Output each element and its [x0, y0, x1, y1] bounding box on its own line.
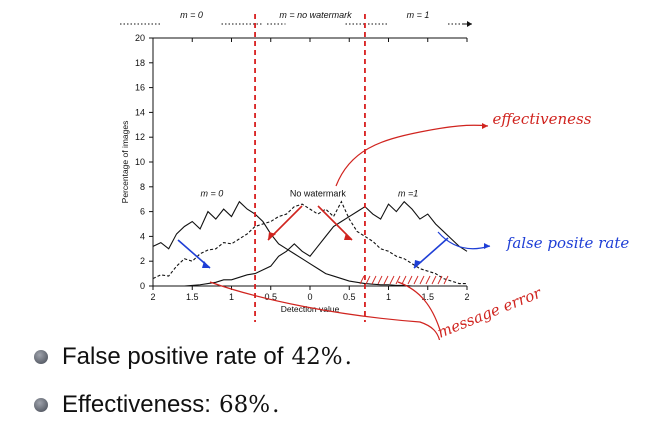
- blue-arrow-left-head: [202, 261, 210, 268]
- bullet-effectiveness: Effectiveness: 68% .: [34, 391, 279, 419]
- bullet-dot-icon: [34, 350, 48, 364]
- y-tick-label: 4: [140, 231, 145, 241]
- red-connector-message-left: [209, 281, 441, 340]
- series-line: [152, 200, 467, 287]
- blue-connector-head: [484, 243, 490, 249]
- bullet-dot-icon: [34, 398, 48, 412]
- x-tick-label: 1.5: [421, 292, 434, 302]
- red-hatch-mark: [443, 275, 449, 285]
- y-tick-label: 0: [140, 281, 145, 291]
- red-connector-message-right: [397, 281, 441, 331]
- y-tick-label: 6: [140, 207, 145, 217]
- red-hatch-mark: [431, 275, 437, 285]
- bullet-value: 68%: [218, 392, 271, 418]
- annotation-effectiveness: effectiveness: [493, 110, 592, 128]
- red-hatch-mark: [413, 275, 419, 285]
- top-region-label: m = 1: [407, 10, 430, 20]
- blue-arrow-right-head: [414, 260, 422, 268]
- bullet-false-positive: False positive rate of 42% .: [34, 343, 352, 371]
- x-tick-label: 0.5: [343, 292, 356, 302]
- x-tick-label: 1: [229, 292, 234, 302]
- bullet-value: 42%: [291, 344, 343, 370]
- x-tick-label: 1: [386, 292, 391, 302]
- series-label: m =1: [398, 189, 418, 199]
- red-hatch-mark: [437, 275, 443, 285]
- red-hatch-mark: [389, 275, 395, 285]
- series-label: No watermark: [290, 189, 347, 199]
- y-tick-label: 14: [135, 107, 145, 117]
- y-tick-label: 18: [135, 58, 145, 68]
- red-hatch-mark: [383, 275, 389, 285]
- y-tick-label: 10: [135, 157, 145, 167]
- top-region-label: m = 0: [180, 10, 203, 20]
- red-hatch-mark: [401, 275, 407, 285]
- x-tick-label: 2: [150, 292, 155, 302]
- red-connector-head: [482, 123, 488, 129]
- red-hatch-mark: [377, 275, 383, 285]
- x-tick-label: 2: [464, 292, 469, 302]
- y-axis-title: Percentage of images: [120, 121, 130, 204]
- series-line: [152, 200, 467, 285]
- bullet-text: Effectiveness:: [62, 391, 211, 418]
- y-tick-label: 20: [135, 33, 145, 43]
- x-axis-title: Detection value: [281, 304, 340, 314]
- x-tick-label: 0.5: [264, 292, 277, 302]
- x-tick-label: 1.5: [186, 292, 199, 302]
- red-connector-effectiveness: [335, 124, 489, 187]
- y-tick-label: 16: [135, 83, 145, 93]
- y-tick-label: 8: [140, 182, 145, 192]
- series-line: [153, 200, 468, 287]
- y-tick-label: 12: [135, 132, 145, 142]
- bullet-text: False positive rate of: [62, 343, 284, 370]
- top-arrow-head: [467, 21, 472, 27]
- red-hatch-mark: [395, 275, 401, 285]
- red-hatch-mark: [365, 275, 371, 285]
- red-hatch-mark: [425, 275, 431, 285]
- y-tick-label: 2: [140, 256, 145, 266]
- x-tick-label: 0: [307, 292, 312, 302]
- bullet-trail: .: [272, 392, 280, 418]
- annotation-message-error: message error: [435, 283, 545, 340]
- red-arrow-left-head: [268, 232, 276, 240]
- red-hatch-mark: [407, 275, 413, 285]
- bullet-trail: .: [344, 344, 352, 370]
- red-hatch-mark: [371, 275, 377, 285]
- series-label: m = 0: [200, 189, 223, 199]
- top-region-label: m = no watermark: [279, 10, 352, 20]
- annotation-false-positive-rate: false posite rate: [506, 234, 630, 252]
- red-hatch-mark: [419, 275, 425, 285]
- red-hatch-mark: [359, 275, 365, 285]
- red-arrow-right-head: [344, 233, 352, 240]
